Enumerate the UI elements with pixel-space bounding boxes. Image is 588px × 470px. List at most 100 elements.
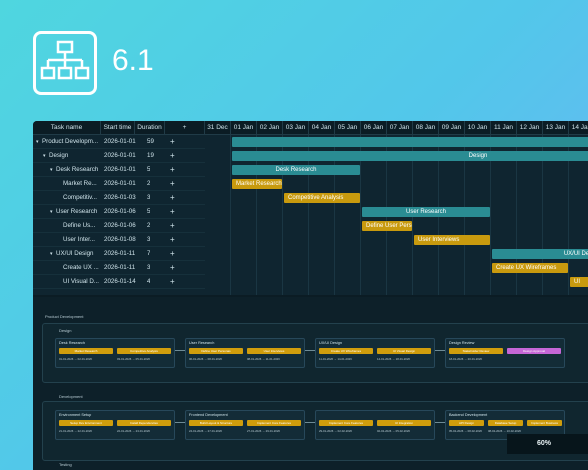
col-task-name[interactable]: Task name [33,121,101,135]
task-duration: 2 [147,180,151,187]
card-group-title: Environment Setup [59,413,92,417]
task-duration: 2 [147,222,151,229]
card-group: User Research Define User Personas 06-01-2… [185,338,305,368]
task-row[interactable]: Competitiv... 2026-01-03 3 + [33,191,205,205]
add-subtask-button[interactable]: + [170,235,175,244]
day-header: 07 Jan [387,121,413,135]
task-card-dates: 29-01-2026 → 02-02-2026 [319,429,352,433]
development-label: Development [59,394,83,399]
dependency-arrow [305,422,315,423]
task-card[interactable]: UI Visual Design [377,348,431,354]
add-task-header-button[interactable]: + [165,121,205,135]
task-bar[interactable]: Create UX Wireframes [492,263,568,273]
task-card-dates: 03-01-2026 → 05-01-2026 [117,357,150,361]
task-card[interactable]: Database Setup [488,420,523,426]
add-subtask-button[interactable]: + [170,207,175,216]
task-start: 2026-01-03 [104,194,136,201]
task-card-dates: 18-01-2026 → 20-01-2026 [449,357,482,361]
task-card-dates: 22-01-2026 → 23-01-2026 [117,429,150,433]
task-start: 2026-01-01 [104,138,136,145]
task-row[interactable]: Define Us... 2026-01-06 2 + [33,219,205,233]
task-bar[interactable]: UX/UI Design [492,249,588,259]
day-gridline [542,135,543,295]
task-card[interactable]: UI Integration [377,420,431,426]
add-subtask-button[interactable]: + [170,249,175,258]
card-group-title: Backend Development [449,413,488,417]
task-card-dates: 24-01-2026 → 27-01-2026 [189,429,222,433]
chevron-down-icon[interactable]: ▾ [50,209,53,215]
add-subtask-button[interactable]: + [170,277,175,286]
add-subtask-button[interactable]: + [170,263,175,272]
task-bar[interactable]: Desk Research [232,165,360,175]
add-subtask-button[interactable]: + [170,179,175,188]
task-card[interactable]: Design Approval [507,348,561,354]
task-card[interactable]: API Design [449,420,484,426]
add-subtask-button[interactable]: + [170,137,175,146]
task-row[interactable]: Create UX ... 2026-01-11 3 + [33,261,205,275]
day-header: 01 Jan [231,121,257,135]
add-subtask-button[interactable]: + [170,221,175,230]
chevron-down-icon[interactable]: ▾ [43,153,46,159]
zoom-level[interactable]: 60% [507,434,588,454]
gantt-header: Task name Start time Duration + 31 Dec 01… [33,121,588,135]
task-card[interactable]: Competitive Analysis [117,348,171,354]
task-duration: 5 [147,166,151,173]
task-card[interactable]: Install Dependencies [117,420,171,426]
task-bar[interactable]: UI [570,277,588,287]
resizer[interactable] [33,295,588,297]
day-header: 06 Jan [361,121,387,135]
card-group-title: User Research [189,341,215,345]
task-row[interactable]: User Inter... 2026-01-08 3 + [33,233,205,247]
task-card-dates: 01-01-2026 → 02-01-2026 [59,357,92,361]
task-card[interactable]: Build Layout & Structure [189,420,243,426]
task-row[interactable]: ▾ Desk Research 2026-01-01 5 + [33,163,205,177]
task-card[interactable]: Create UX Wireframes [319,348,373,354]
task-bar[interactable]: User Research [362,207,490,217]
chevron-down-icon[interactable]: ▾ [36,139,39,145]
task-bar[interactable]: Define User Personas [362,221,412,231]
task-bar[interactable]: Competitive Analysis [284,193,360,203]
task-row[interactable]: ▾ Product Developm... 2026-01-01 59 + [33,135,205,149]
task-row[interactable]: ▾ User Research 2026-01-06 5 + [33,205,205,219]
task-card[interactable]: Implement Core Features [247,420,301,426]
day-header: 10 Jan [465,121,491,135]
task-row[interactable]: ▾ Design 2026-01-01 19 + [33,149,205,163]
task-bar[interactable]: Design [232,151,588,161]
task-card[interactable]: Setup Dev Environment [59,420,113,426]
chevron-down-icon[interactable]: ▾ [50,251,53,257]
dependency-arrow [305,350,315,351]
task-card[interactable]: Market Research [59,348,113,354]
dependency-arrow [175,422,185,423]
day-gridline [282,135,283,295]
add-subtask-button[interactable]: + [170,151,175,160]
task-card[interactable]: Define User Personas [189,348,243,354]
task-duration: 59 [147,138,154,145]
task-card[interactable]: Implement Business [527,420,562,426]
day-header: 11 Jan [491,121,517,135]
col-start-time[interactable]: Start time [101,121,135,135]
task-row[interactable]: Market Re... 2026-01-01 2 + [33,177,205,191]
chevron-down-icon[interactable]: ▾ [50,167,53,173]
task-bar[interactable]: Market Research [232,179,282,189]
task-bar[interactable] [232,137,588,147]
app-logo [33,31,97,95]
task-card[interactable]: Implement Core Features [319,420,373,426]
task-bar[interactable]: User Interviews [414,235,490,245]
task-name: UX/UI Design [56,250,94,257]
day-header: 08 Jan [413,121,439,135]
add-subtask-button[interactable]: + [170,193,175,202]
dependency-arrow [435,350,445,351]
add-subtask-button[interactable]: + [170,165,175,174]
task-row[interactable]: ▾ UX/UI Design 2026-01-11 7 + [33,247,205,261]
task-card[interactable]: Stakeholder Review [449,348,503,354]
col-duration[interactable]: Duration [135,121,165,135]
task-duration: 7 [147,250,151,257]
day-gridline [256,135,257,295]
day-header: 05 Jan [335,121,361,135]
hierarchy-icon [40,40,90,80]
day-header: 31 Dec [205,121,231,135]
task-grid: ▾ Product Developm... 2026-01-01 59 + ▾ Design… [33,135,588,295]
task-start: 2026-01-08 [104,236,136,243]
task-row[interactable]: UI Visual D... 2026-01-14 4 + [33,275,205,289]
task-card[interactable]: User Interviews [247,348,301,354]
